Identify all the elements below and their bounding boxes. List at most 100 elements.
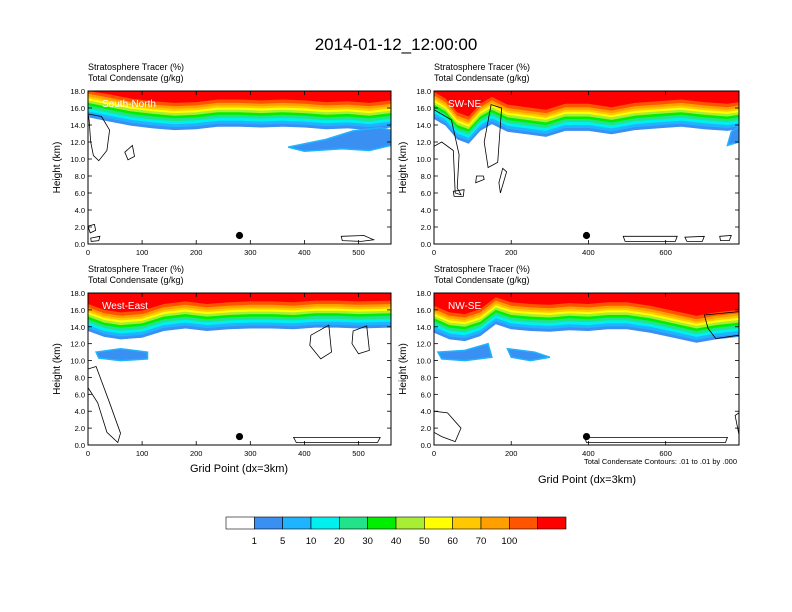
plot-area — [434, 293, 739, 443]
x-tick-label: 0 — [86, 248, 90, 257]
location-marker — [582, 432, 591, 441]
x-axis-title-left: Grid Point (dx=3km) — [190, 463, 288, 475]
y-tick-label: 12.0 — [416, 340, 431, 349]
panel-direction-label: West-East — [102, 301, 148, 312]
x-tick-label: 600 — [659, 449, 672, 458]
x-tick-label: 300 — [244, 248, 257, 257]
y-tick-label: 14.0 — [70, 323, 85, 332]
y-tick-label: 18.0 — [70, 289, 85, 298]
y-tick-label: 8.0 — [75, 373, 85, 382]
condensate-contour — [584, 436, 728, 443]
y-axis-label: Height (km) — [398, 343, 409, 395]
panel-title-line: Total Condensate (g/kg) — [88, 73, 184, 83]
panel-title-line: Stratosphere Tracer (%) — [434, 264, 530, 274]
condensate-contour — [703, 311, 739, 340]
tracer-blob — [506, 347, 551, 362]
colorbar-label: 50 — [419, 536, 430, 547]
location-marker — [582, 231, 591, 240]
colorbar-swatch — [339, 516, 368, 530]
y-tick-label: 8.0 — [75, 172, 85, 181]
colorbar-swatch — [225, 516, 255, 530]
panel-direction-label: South-North — [102, 99, 156, 110]
plot-frame — [87, 90, 392, 245]
colorbar-label: 40 — [391, 536, 402, 547]
tracer-band-top — [88, 91, 391, 103]
condensate-contour — [292, 436, 381, 443]
x-tick-label: 0 — [432, 449, 436, 458]
y-tick-label: 10.0 — [70, 357, 85, 366]
y-tick-label: 4.0 — [421, 206, 431, 215]
x-tick-label: 600 — [659, 248, 672, 257]
y-tick-label: 8.0 — [421, 172, 431, 181]
y-tick-label: 2.0 — [421, 223, 431, 232]
y-tick-label: 14.0 — [416, 121, 431, 130]
y-tick-label: 4.0 — [75, 407, 85, 416]
condensate-contour — [434, 410, 462, 443]
y-tick-label: 14.0 — [70, 121, 85, 130]
colorbar-label: 5 — [280, 536, 285, 547]
location-marker — [235, 231, 244, 240]
y-tick-label: 0.0 — [421, 240, 431, 249]
colorbar-label: 30 — [362, 536, 373, 547]
condensate-contour — [483, 104, 503, 169]
colorbar: 1 5 10 20 30 40 50 60 70 100 — [225, 516, 567, 547]
condensate-contour — [434, 109, 462, 196]
colorbar-label: 70 — [476, 536, 487, 547]
panel-title-line: Stratosphere Tracer (%) — [88, 62, 184, 72]
panel-title-line: Total Condensate (g/kg) — [434, 73, 530, 83]
y-tick-label: 0.0 — [75, 441, 85, 450]
plot-area — [434, 91, 739, 242]
x-tick-label: 200 — [190, 449, 203, 458]
panel-direction-label: SW-NE — [448, 99, 481, 110]
y-tick-label: 6.0 — [75, 390, 85, 399]
x-tick-label: 400 — [582, 248, 595, 257]
x-tick-label: 400 — [582, 449, 595, 458]
y-tick-label: 16.0 — [70, 104, 85, 113]
condensate-contour — [88, 366, 121, 444]
x-tick-label: 400 — [298, 248, 311, 257]
y-tick-label: 2.0 — [75, 424, 85, 433]
y-tick-label: 12.0 — [70, 138, 85, 147]
y-tick-label: 8.0 — [421, 373, 431, 382]
colorbar-swatch — [254, 516, 283, 530]
x-tick-label: 200 — [505, 248, 518, 257]
panel-title-line: Total Condensate (g/kg) — [434, 275, 530, 285]
y-tick-label: 6.0 — [75, 189, 85, 198]
y-tick-label: 10.0 — [416, 155, 431, 164]
y-tick-label: 16.0 — [416, 104, 431, 113]
y-tick-label: 14.0 — [416, 323, 431, 332]
colorbar-swatch — [310, 516, 340, 530]
colorbar-swatch — [282, 516, 312, 530]
tracer-blob — [288, 126, 391, 153]
condensate-contour — [734, 412, 739, 435]
plot-area — [88, 293, 391, 444]
condensate-contour — [452, 189, 465, 197]
y-tick-label: 10.0 — [416, 357, 431, 366]
y-tick-label: 10.0 — [70, 155, 85, 164]
y-tick-label: 4.0 — [75, 206, 85, 215]
condensate-contour — [124, 144, 135, 161]
x-axis-title-right: Grid Point (dx=3km) — [538, 474, 636, 486]
y-tick-label: 16.0 — [416, 306, 431, 315]
y-tick-label: 12.0 — [416, 138, 431, 147]
panel-title-line: Stratosphere Tracer (%) — [434, 62, 530, 72]
x-tick-label: 400 — [298, 449, 311, 458]
x-tick-label: 200 — [190, 248, 203, 257]
condensate-contour — [340, 235, 376, 242]
colorbar-label: 20 — [334, 536, 345, 547]
condensate-contour — [684, 235, 705, 242]
condensate-contour — [498, 167, 508, 194]
tracer-band-top — [434, 293, 739, 316]
plot-frame — [87, 292, 392, 446]
y-axis-label: Height (km) — [52, 343, 63, 395]
tracer-blob — [94, 347, 149, 362]
colorbar-label: 100 — [501, 536, 517, 547]
y-tick-label: 2.0 — [75, 223, 85, 232]
x-tick-label: 500 — [352, 449, 365, 458]
colorbar-swatch — [424, 516, 453, 530]
condensate-contour — [622, 235, 678, 242]
plot-frame — [433, 292, 740, 446]
panel-title-line: Stratosphere Tracer (%) — [88, 264, 184, 274]
tracer-band-top — [434, 91, 739, 117]
y-axis-label: Height (km) — [52, 142, 63, 194]
